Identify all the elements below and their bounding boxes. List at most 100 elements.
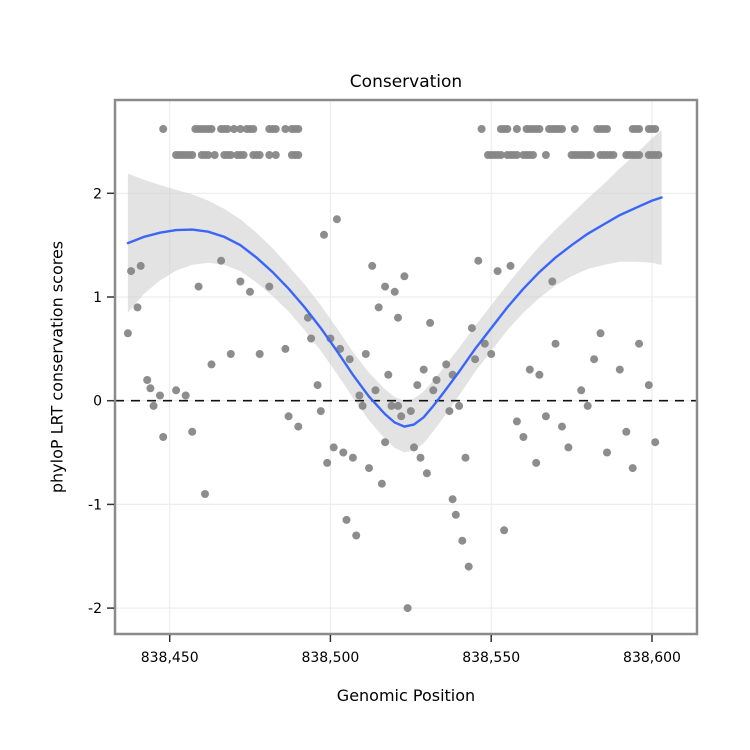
smooth-line xyxy=(126,196,663,428)
data-point xyxy=(422,469,431,478)
data-point xyxy=(586,151,595,159)
data-point xyxy=(159,433,168,441)
data-point xyxy=(615,365,624,374)
x-tick-label: 838,500 xyxy=(301,650,359,666)
data-point xyxy=(603,125,611,133)
data-point xyxy=(442,360,451,369)
data-point xyxy=(519,433,528,441)
data-point xyxy=(506,261,515,270)
data-point xyxy=(512,151,521,159)
data-point xyxy=(255,350,264,358)
data-point xyxy=(323,458,332,467)
y-tick-label: 1 xyxy=(93,290,102,306)
data-point xyxy=(558,125,566,133)
data-point xyxy=(628,464,637,473)
data-point xyxy=(348,453,357,462)
data-point xyxy=(181,391,190,400)
data-point xyxy=(500,526,509,535)
data-point xyxy=(207,360,216,369)
y-tick-label: 2 xyxy=(93,186,102,202)
data-point xyxy=(432,376,441,384)
data-point xyxy=(603,448,611,457)
data-point xyxy=(188,427,197,436)
data-point xyxy=(365,464,373,473)
data-point xyxy=(461,453,470,462)
data-point xyxy=(230,125,238,133)
data-point xyxy=(361,350,370,358)
x-tick-label: 838,600 xyxy=(623,650,681,666)
data-point xyxy=(271,125,280,133)
data-point xyxy=(313,381,322,390)
data-point xyxy=(201,490,209,498)
x-axis-label: Genomic Position xyxy=(336,686,476,705)
data-point xyxy=(394,313,402,322)
data-point xyxy=(426,318,435,327)
data-point xyxy=(458,536,467,545)
data-point xyxy=(223,125,232,133)
data-point xyxy=(410,443,418,452)
data-point xyxy=(381,282,390,291)
data-point xyxy=(529,151,537,159)
data-point xyxy=(596,329,605,338)
data-point xyxy=(127,267,136,276)
data-point xyxy=(464,562,473,571)
data-point xyxy=(255,151,264,159)
data-point xyxy=(525,365,534,374)
data-point xyxy=(477,125,486,133)
data-point xyxy=(294,151,303,159)
data-point xyxy=(541,151,550,159)
data-point xyxy=(635,339,644,348)
data-point xyxy=(493,267,502,276)
data-point xyxy=(381,438,390,447)
data-point xyxy=(271,151,280,159)
data-point xyxy=(149,401,158,410)
y-tick-label: -2 xyxy=(88,601,102,617)
data-point xyxy=(352,531,361,540)
chart-title: Conservation xyxy=(349,72,463,92)
data-point xyxy=(156,391,164,400)
data-point xyxy=(429,386,438,395)
y-tick-label: -1 xyxy=(88,497,102,513)
data-point xyxy=(371,386,380,395)
data-point xyxy=(387,401,396,410)
data-point xyxy=(217,256,226,265)
data-point xyxy=(480,339,489,348)
data-point xyxy=(368,261,377,270)
data-point xyxy=(548,277,557,286)
data-point xyxy=(236,277,245,286)
data-point xyxy=(345,355,354,364)
data-point xyxy=(249,125,258,133)
data-point xyxy=(377,479,386,488)
data-point xyxy=(609,151,618,159)
data-point xyxy=(577,386,586,395)
data-point xyxy=(207,125,216,133)
data-point xyxy=(136,261,145,270)
data-point xyxy=(445,407,454,416)
data-point xyxy=(551,339,560,348)
data-point xyxy=(471,355,480,364)
data-point xyxy=(172,386,181,395)
data-point xyxy=(635,125,644,133)
data-point xyxy=(467,324,476,333)
data-point xyxy=(332,215,341,224)
data-point xyxy=(496,151,505,159)
data-point xyxy=(123,329,132,338)
data-point xyxy=(406,407,415,416)
data-point xyxy=(226,350,235,358)
data-point xyxy=(583,401,592,410)
data-point xyxy=(541,412,550,421)
data-point xyxy=(294,422,303,431)
data-point xyxy=(342,515,351,524)
data-point xyxy=(644,381,653,390)
data-point xyxy=(570,125,579,133)
data-point xyxy=(265,282,274,291)
data-point xyxy=(390,287,399,296)
data-point xyxy=(487,350,496,358)
x-tick-label: 838,550 xyxy=(462,650,520,666)
data-point xyxy=(188,151,197,159)
data-point xyxy=(403,604,412,613)
data-point xyxy=(281,344,290,353)
data-point xyxy=(535,125,544,133)
